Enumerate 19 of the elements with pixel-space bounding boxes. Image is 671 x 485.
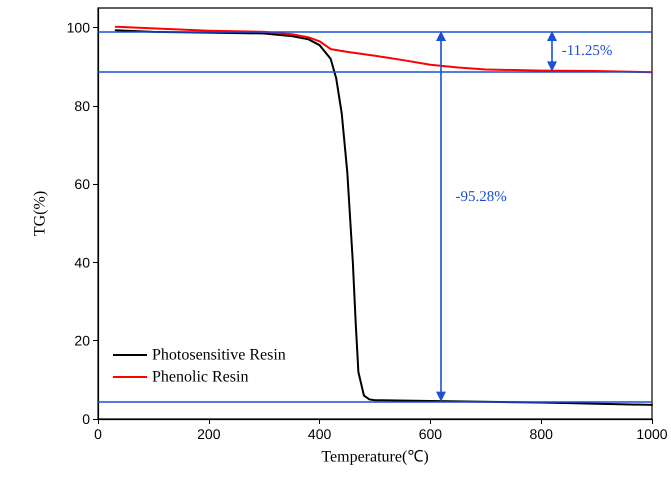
legend-label: Phenolic Resin xyxy=(152,368,248,386)
line-series xyxy=(114,26,653,74)
y-tick-label: 0 xyxy=(82,411,90,427)
x-tick-label: 1000 xyxy=(636,426,668,442)
y-tick-label: 100 xyxy=(66,20,90,36)
y-axis-title: TG(%) xyxy=(32,190,48,236)
x-tick-label: 800 xyxy=(530,426,554,442)
x-tick-label: 600 xyxy=(418,426,442,442)
x-tick-label: 0 xyxy=(94,426,102,442)
y-tick-label: 40 xyxy=(74,254,90,270)
x-tick-label: 200 xyxy=(197,426,221,442)
x-tick-label: 400 xyxy=(308,426,332,442)
annotation: -95.28% xyxy=(455,189,507,206)
x-axis-title: Temperature(℃) xyxy=(321,448,429,466)
y-tick-label: 20 xyxy=(74,332,90,349)
legend-label: Photosensitive Resin xyxy=(152,346,286,364)
annotation: -11.25% xyxy=(562,42,612,59)
y-tick-label: 80 xyxy=(74,98,90,114)
y-tick-label: 60 xyxy=(74,176,90,192)
